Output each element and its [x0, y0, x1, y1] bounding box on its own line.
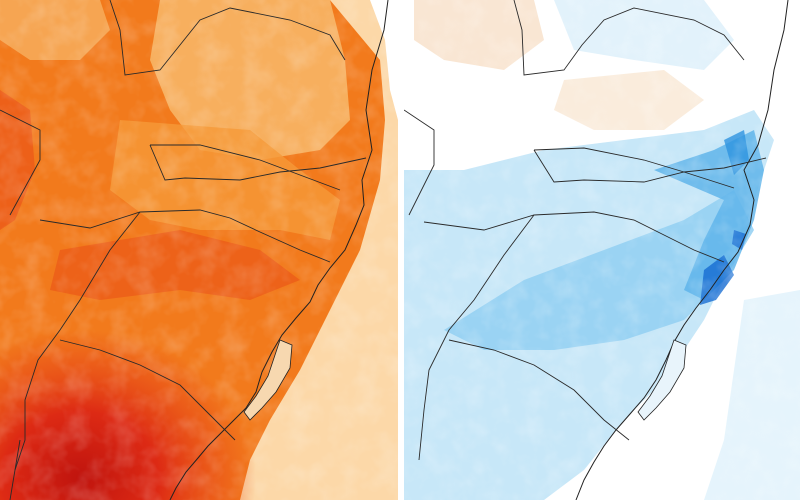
cool-lagoon: [637, 339, 687, 421]
warm-borders: [0, 0, 367, 500]
cool-anomaly-map: [404, 0, 800, 500]
cool-coastline: [575, 0, 789, 500]
warm-anomaly-map-panel: [0, 0, 398, 500]
cool-texture: [404, 0, 800, 500]
warm-anomaly-map: [0, 0, 398, 500]
cool-anomaly-map-panel: [404, 0, 800, 500]
warm-lagoon: [243, 339, 293, 421]
warm-texture: [0, 0, 398, 500]
panel-divider: [398, 0, 404, 500]
cool-borders: [404, 0, 767, 461]
warm-coastline: [169, 0, 389, 500]
